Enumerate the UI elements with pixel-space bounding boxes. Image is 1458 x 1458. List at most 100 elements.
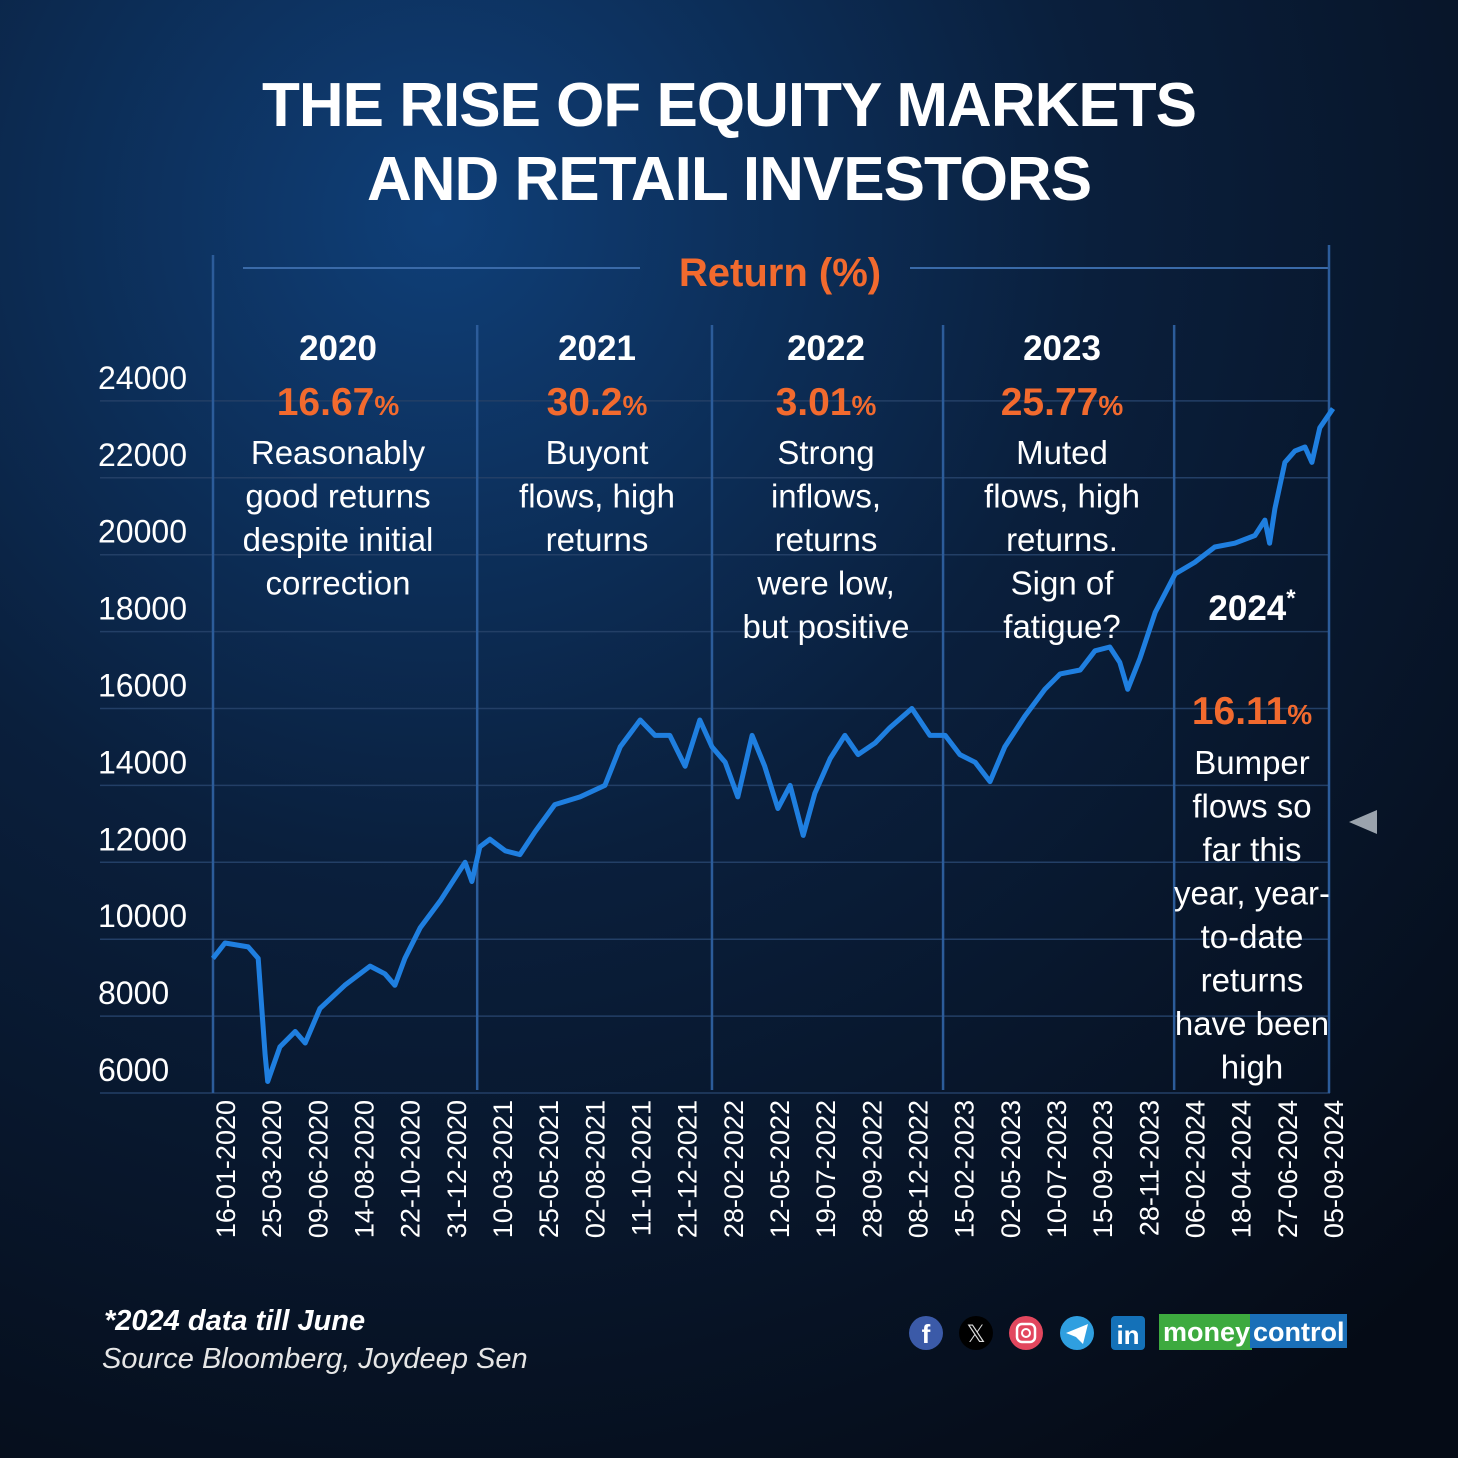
telegram-icon[interactable] [1060, 1316, 1094, 1350]
x-tick-label: 02-08-2021 [580, 1100, 610, 1238]
x-tick-label: 28-11-2023 [1134, 1100, 1164, 1236]
annotation-description: to-date [1201, 918, 1304, 955]
x-tick-label: 25-03-2020 [257, 1100, 287, 1238]
annotation-description: despite initial [243, 521, 434, 558]
annotation-year: 2020 [299, 329, 377, 368]
annotation-description: Muted [1016, 434, 1108, 471]
instagram-icon[interactable] [1009, 1316, 1043, 1350]
x-tick-label: 28-02-2022 [719, 1100, 749, 1238]
annotation-description: Reasonably [251, 434, 426, 471]
annotation-description: Bumper [1194, 744, 1310, 781]
x-tick-label: 27-06-2024 [1273, 1100, 1303, 1238]
title-line-1: THE RISE OF EQUITY MARKETS [262, 71, 1196, 140]
x-tick-label: 12-05-2022 [765, 1100, 795, 1238]
x-tick-label: 21-12-2021 [673, 1100, 703, 1238]
annotation-description: flows, high [984, 478, 1140, 515]
brand-part-2: control [1253, 1317, 1345, 1347]
annotation-description: but positive [743, 608, 910, 645]
scroll-arrow-icon[interactable] [1349, 810, 1377, 834]
annotation-description: far this [1202, 831, 1301, 868]
annotation-year: 2024* [1208, 585, 1296, 628]
x-tick-label: 02-05-2023 [996, 1100, 1026, 1238]
annotation-year: 2022 [787, 329, 865, 368]
annotation-2022: 2022 3.01% Strong inflows, returns were low, b… [743, 329, 910, 645]
annotation-description: returns. [1006, 521, 1118, 558]
facebook-icon[interactable]: f [909, 1316, 943, 1350]
annotation-description: returns [1201, 962, 1304, 999]
annotation-description: correction [266, 565, 411, 602]
annotation-description: inflows, [771, 478, 881, 515]
y-tick-label: 6000 [98, 1052, 169, 1088]
y-tick-label: 24000 [98, 360, 187, 396]
annotation-description: flows, high [519, 478, 675, 515]
x-tick-label: 05-09-2024 [1319, 1100, 1349, 1238]
annotation-description: good returns [245, 478, 430, 515]
annotation-return: 16.11% [1192, 690, 1312, 733]
x-tick-label: 10-07-2023 [1042, 1100, 1072, 1238]
annotation-description: returns [546, 521, 649, 558]
annotation-description: Sign of [1011, 565, 1115, 602]
x-tick-label: 28-09-2022 [857, 1100, 887, 1238]
annotation-description: returns [775, 521, 878, 558]
x-tick-label: 18-04-2024 [1227, 1100, 1257, 1238]
annotation-description: Buyont [546, 434, 649, 471]
annotation-2020: 2020 16.67% Reasonably good returns despite … [243, 329, 434, 602]
y-tick-label: 10000 [98, 898, 187, 934]
brand-part-1: money [1163, 1317, 1250, 1347]
x-icon[interactable]: 𝕏 [959, 1316, 993, 1350]
x-tick-label: 22-10-2020 [396, 1100, 426, 1238]
title-line-2: AND RETAIL INVESTORS [367, 145, 1091, 214]
svg-text:𝕏: 𝕏 [966, 1321, 985, 1348]
x-tick-label: 06-02-2024 [1181, 1100, 1211, 1238]
x-tick-label: 10-03-2021 [488, 1100, 518, 1238]
x-tick-label: 31-12-2020 [442, 1100, 472, 1238]
annotation-description: Strong [777, 434, 874, 471]
y-tick-label: 16000 [98, 668, 187, 704]
x-tick-label: 09-06-2020 [303, 1100, 333, 1238]
year-annotations: 2020 16.67% Reasonably good returns despite … [243, 329, 1330, 1086]
social-icons: f 𝕏 in [909, 1316, 1145, 1350]
annotation-return: 30.2% [547, 381, 648, 424]
index-line [210, 407, 1336, 1084]
source-note: Source Bloomberg, Joydeep Sen [102, 1343, 528, 1375]
x-tick-label: 15-09-2023 [1088, 1100, 1118, 1238]
annotation-description: have been [1175, 1005, 1329, 1042]
y-tick-label: 8000 [98, 975, 169, 1011]
annotation-2021: 2021 30.2% Buyont flows, high returns [519, 329, 675, 558]
x-tick-label: 08-12-2022 [904, 1100, 934, 1238]
annotation-description: were low, [756, 565, 895, 602]
x-tick-label: 25-05-2021 [534, 1100, 564, 1238]
annotation-2024: 2024* 16.11% Bumper flows so far this year, y… [1174, 585, 1330, 1086]
annotation-return: 16.67% [277, 381, 400, 424]
moneycontrol-logo: money control [1159, 1314, 1347, 1350]
return-header: Return (%) [679, 251, 881, 295]
annotation-description: fatigue? [1003, 608, 1120, 645]
annotation-return: 3.01% [776, 381, 877, 424]
svg-text:f: f [922, 1319, 931, 1349]
x-axis-labels: 16-01-2020 25-03-2020 09-06-2020 14-08-2020… [211, 1100, 1349, 1238]
y-tick-label: 22000 [98, 437, 187, 473]
x-tick-label: 14-08-2020 [350, 1100, 380, 1238]
annotation-return: 25.77% [1001, 381, 1124, 424]
y-tick-label: 12000 [98, 821, 187, 857]
x-tick-label: 11-10-2021 [627, 1100, 657, 1236]
annotation-year: 2023 [1023, 329, 1101, 368]
annotation-description: flows so [1192, 788, 1311, 825]
footnote: *2024 data till June [104, 1305, 365, 1337]
y-tick-label: 18000 [98, 591, 187, 627]
y-tick-label: 20000 [98, 514, 187, 550]
annotation-description: high [1221, 1049, 1283, 1086]
x-tick-label: 19-07-2022 [811, 1100, 841, 1238]
y-axis-labels: 24000 22000 20000 18000 16000 14000 12000 10000… [98, 360, 187, 1088]
linkedin-icon[interactable]: in [1111, 1316, 1145, 1350]
y-tick-label: 14000 [98, 744, 187, 780]
annotation-year: 2021 [558, 329, 636, 368]
year-dividers [475, 325, 1176, 1090]
svg-text:in: in [1116, 1320, 1139, 1350]
annotation-2023: 2023 25.77% Muted flows, high returns. Sign o… [984, 329, 1140, 645]
x-tick-label: 15-02-2023 [950, 1100, 980, 1238]
annotation-description: year, year- [1174, 875, 1330, 912]
gridlines [100, 245, 1331, 1094]
